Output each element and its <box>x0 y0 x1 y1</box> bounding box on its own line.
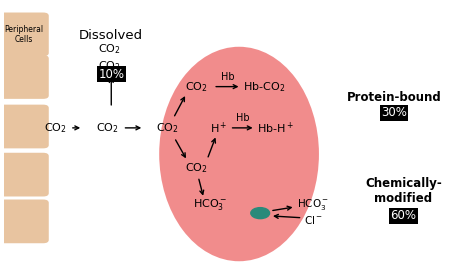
Text: Chemically-
modified: Chemically- modified <box>365 177 442 205</box>
Text: 30%: 30% <box>381 106 407 119</box>
Text: Hb: Hb <box>221 72 235 82</box>
Text: CO$_2$: CO$_2$ <box>45 121 67 135</box>
Text: Peripheral
Cells: Peripheral Cells <box>4 25 44 44</box>
Text: CO$_2$: CO$_2$ <box>96 121 119 135</box>
Text: CO$_2$: CO$_2$ <box>156 121 179 135</box>
FancyBboxPatch shape <box>0 104 49 148</box>
Text: Hb-CO$_2$: Hb-CO$_2$ <box>243 80 285 94</box>
Text: 10%: 10% <box>98 68 124 81</box>
FancyBboxPatch shape <box>0 12 49 56</box>
Circle shape <box>251 208 270 219</box>
Ellipse shape <box>159 47 319 261</box>
FancyBboxPatch shape <box>0 55 49 99</box>
Text: H$^+$: H$^+$ <box>210 120 227 136</box>
Text: HCO$_3^-$: HCO$_3^-$ <box>193 197 227 211</box>
Text: HCO$_3^-$: HCO$_3^-$ <box>297 197 329 212</box>
FancyBboxPatch shape <box>0 153 49 196</box>
Text: Cl$^-$: Cl$^-$ <box>304 214 323 226</box>
Text: Hb-H$^+$: Hb-H$^+$ <box>257 120 294 136</box>
Text: CO$_2$: CO$_2$ <box>98 43 120 56</box>
Text: Hb: Hb <box>236 113 250 123</box>
Text: Protein-bound: Protein-bound <box>347 91 441 104</box>
FancyBboxPatch shape <box>0 200 49 243</box>
Text: 60%: 60% <box>391 209 417 222</box>
Text: Dissolved: Dissolved <box>79 29 143 42</box>
Text: CO$_2$: CO$_2$ <box>185 161 208 175</box>
Text: CO$_2$: CO$_2$ <box>98 59 120 73</box>
Text: CO$_2$: CO$_2$ <box>185 80 208 94</box>
